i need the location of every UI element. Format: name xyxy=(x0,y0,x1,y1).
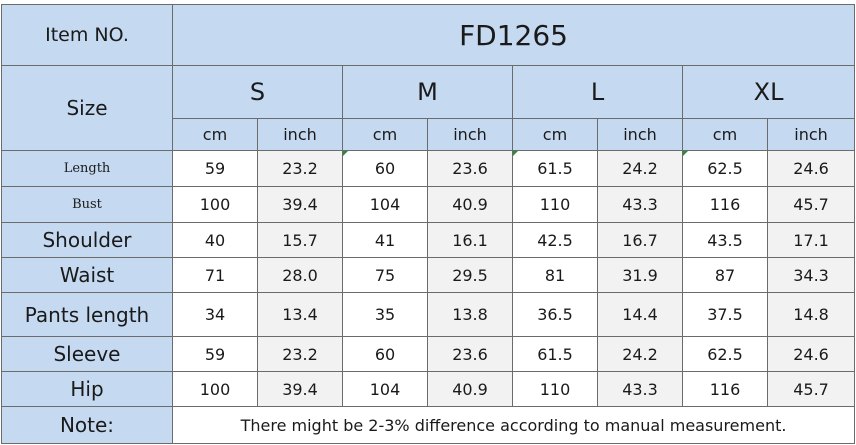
value-cell: 40.9 xyxy=(427,371,513,407)
value-cell: 24.6 xyxy=(766,336,856,372)
measure-row-shoulder: Shoulder 40 15.7 41 16.1 42.5 16.7 43.5 … xyxy=(1,222,856,258)
value-cell: 16.7 xyxy=(597,222,683,258)
value-cell: 24.2 xyxy=(597,336,683,372)
value-cell: 37.5 xyxy=(682,292,768,337)
value-cell: 14.4 xyxy=(597,292,683,337)
value-cell: 23.6 xyxy=(427,150,513,187)
value-cell: 29.5 xyxy=(427,257,513,293)
value-cell: 59 xyxy=(172,150,258,187)
size-m: M xyxy=(342,65,513,119)
value-cell: 42.5 xyxy=(512,222,598,258)
value-cell: 23.2 xyxy=(257,336,343,372)
value-cell: 43.3 xyxy=(597,186,683,223)
value-cell: 60 xyxy=(342,150,428,187)
value-cell: 104 xyxy=(342,371,428,407)
value-cell: 35 xyxy=(342,292,428,337)
size-s: S xyxy=(172,65,343,119)
measure-row-waist: Waist 71 28.0 75 29.5 81 31.9 87 34.3 xyxy=(1,257,856,293)
unit-header: cm xyxy=(512,118,598,151)
value-cell: 75 xyxy=(342,257,428,293)
size-label: Size xyxy=(1,65,173,151)
item-no-value: FD1265 xyxy=(171,4,856,66)
value-cell: 40.9 xyxy=(427,186,513,223)
measure-row-sleeve: Sleeve 59 23.2 60 23.6 61.5 24.2 62.5 24… xyxy=(1,336,856,372)
note-row: Note: There might be 2-3% difference acc… xyxy=(1,406,856,444)
value-cell: 23.6 xyxy=(427,336,513,372)
value-cell: 14.8 xyxy=(766,292,856,337)
value-cell: 59 xyxy=(172,336,258,372)
item-row: Item NO. FD1265 xyxy=(1,4,856,66)
value-cell: 45.7 xyxy=(766,371,856,407)
value-cell: 110 xyxy=(512,371,598,407)
value-cell: 45.7 xyxy=(766,186,856,223)
value-cell: 41 xyxy=(342,222,428,258)
value-cell: 104 xyxy=(342,186,428,223)
value-cell: 62.5 xyxy=(682,150,768,187)
note-label: Note: xyxy=(1,406,173,444)
value-cell: 31.9 xyxy=(597,257,683,293)
value-cell: 34 xyxy=(172,292,258,337)
unit-header: cm xyxy=(682,118,768,151)
unit-header: inch xyxy=(427,118,513,151)
value-cell: 116 xyxy=(682,371,768,407)
row-label-hip: Hip xyxy=(1,371,173,407)
size-l: L xyxy=(512,65,683,119)
row-label-bust: Bust xyxy=(1,186,173,223)
value-cell: 43.5 xyxy=(682,222,768,258)
item-no-label: Item NO. xyxy=(1,4,173,66)
value-cell: 100 xyxy=(172,186,258,223)
value-cell: 17.1 xyxy=(766,222,856,258)
value-cell: 36.5 xyxy=(512,292,598,337)
value-cell: 13.4 xyxy=(257,292,343,337)
measure-row-length: Length 59 23.2 60 23.6 61.5 24.2 62.5 24… xyxy=(1,150,856,187)
size-xl: XL xyxy=(681,65,856,119)
unit-row: cm inch cm inch cm inch cm inch xyxy=(2,118,856,151)
size-row: Size S M L XL xyxy=(1,65,856,151)
value-cell: 116 xyxy=(682,186,768,223)
row-label-waist: Waist xyxy=(1,257,173,293)
value-cell: 60 xyxy=(342,336,428,372)
note-text: There might be 2-3% difference according… xyxy=(171,406,856,444)
value-cell: 40 xyxy=(172,222,258,258)
value-cell: 39.4 xyxy=(257,186,343,223)
value-cell: 61.5 xyxy=(512,150,598,187)
value-cell: 24.6 xyxy=(766,150,856,187)
value-cell: 34.3 xyxy=(766,257,856,293)
measure-row-pants-length: Pants length 34 13.4 35 13.8 36.5 14.4 3… xyxy=(1,292,856,337)
unit-header: inch xyxy=(766,118,856,151)
row-label-pants-length: Pants length xyxy=(1,292,173,337)
value-cell: 71 xyxy=(172,257,258,293)
row-label-shoulder: Shoulder xyxy=(1,222,173,258)
value-cell: 28.0 xyxy=(257,257,343,293)
value-cell: 43.3 xyxy=(597,371,683,407)
value-cell: 87 xyxy=(682,257,768,293)
unit-header: inch xyxy=(257,118,343,151)
measure-row-hip: Hip 100 39.4 104 40.9 110 43.3 116 45.7 xyxy=(1,371,856,407)
value-cell: 110 xyxy=(512,186,598,223)
unit-header: inch xyxy=(597,118,683,151)
value-cell: 23.2 xyxy=(257,150,343,187)
value-cell: 15.7 xyxy=(257,222,343,258)
value-cell: 61.5 xyxy=(512,336,598,372)
value-cell: 16.1 xyxy=(427,222,513,258)
value-cell: 100 xyxy=(172,371,258,407)
unit-header: cm xyxy=(172,118,258,151)
value-cell: 24.2 xyxy=(597,150,683,187)
unit-header: cm xyxy=(342,118,428,151)
row-label-length: Length xyxy=(1,150,173,187)
row-label-sleeve: Sleeve xyxy=(1,336,173,372)
value-cell: 81 xyxy=(512,257,598,293)
size-chart-table: Item NO. FD1265 Size S M L XL cm inch cm… xyxy=(1,4,856,444)
value-cell: 62.5 xyxy=(682,336,768,372)
value-cell: 39.4 xyxy=(257,371,343,407)
value-cell: 13.8 xyxy=(427,292,513,337)
measure-row-bust: Bust 100 39.4 104 40.9 110 43.3 116 45.7 xyxy=(1,186,856,223)
